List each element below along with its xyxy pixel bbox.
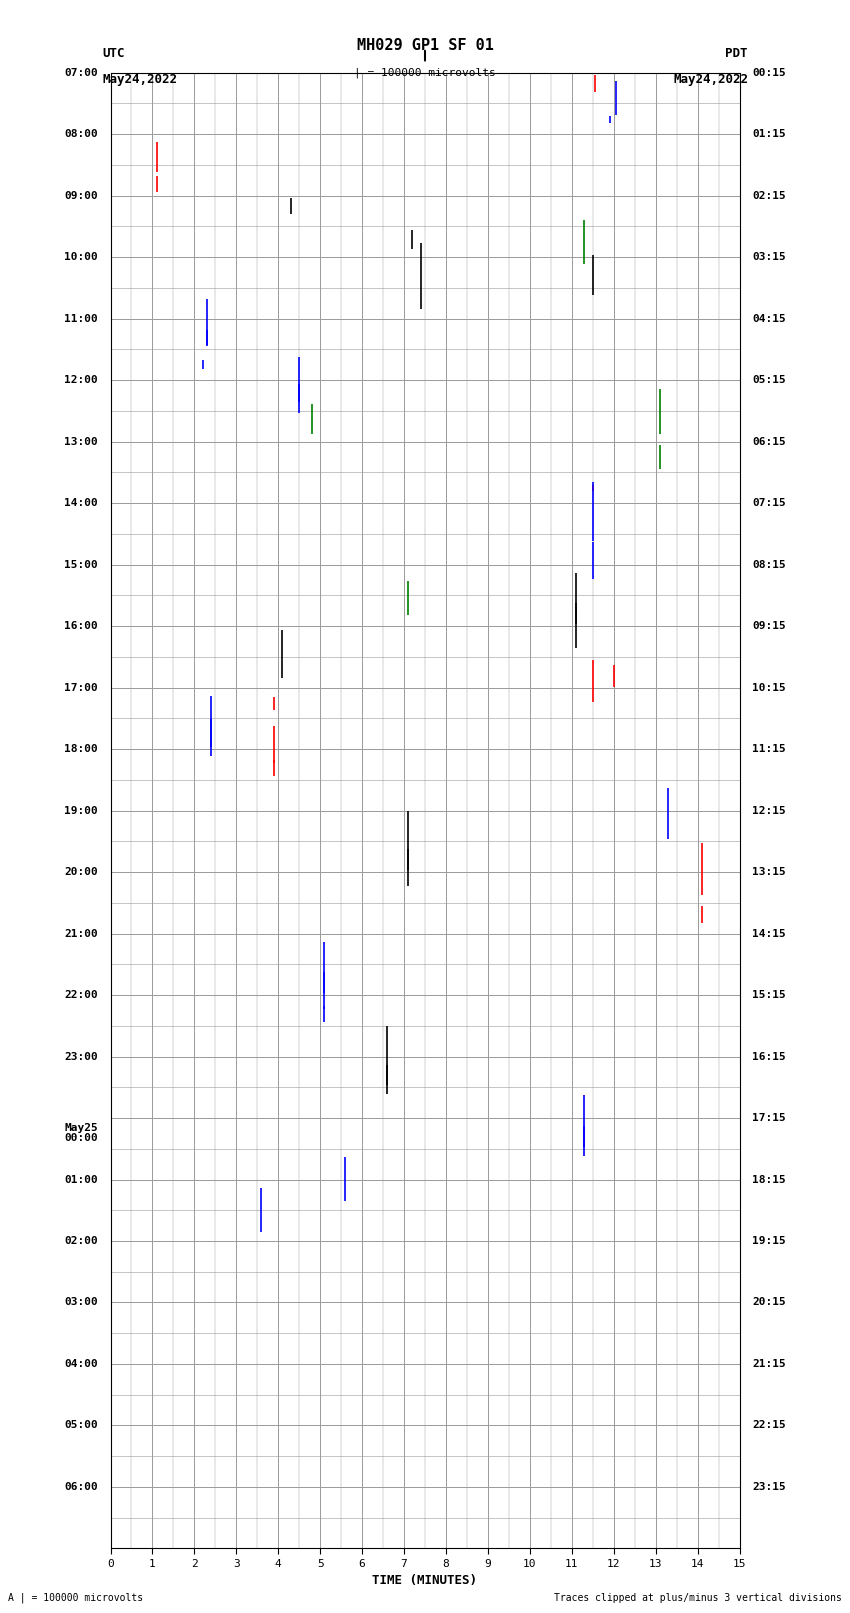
Text: 20:00: 20:00 (64, 868, 98, 877)
Text: A | = 100000 microvolts: A | = 100000 microvolts (8, 1592, 144, 1603)
Text: 20:15: 20:15 (752, 1297, 786, 1308)
Text: 22:00: 22:00 (64, 990, 98, 1000)
Text: 14:00: 14:00 (64, 498, 98, 508)
Text: 13:00: 13:00 (64, 437, 98, 447)
Text: 22:15: 22:15 (752, 1421, 786, 1431)
Text: 18:00: 18:00 (64, 744, 98, 753)
Text: 05:15: 05:15 (752, 376, 786, 386)
Text: 06:15: 06:15 (752, 437, 786, 447)
Text: 01:15: 01:15 (752, 129, 786, 139)
Text: | = 100000 microvolts: | = 100000 microvolts (354, 68, 496, 79)
Text: 01:00: 01:00 (64, 1174, 98, 1184)
Text: 00:00: 00:00 (64, 1134, 98, 1144)
Text: 16:15: 16:15 (752, 1052, 786, 1061)
Text: 07:15: 07:15 (752, 498, 786, 508)
Text: 03:15: 03:15 (752, 252, 786, 261)
Text: 09:15: 09:15 (752, 621, 786, 631)
Text: 21:15: 21:15 (752, 1360, 786, 1369)
Text: 19:00: 19:00 (64, 805, 98, 816)
Text: 14:15: 14:15 (752, 929, 786, 939)
Text: May24,2022: May24,2022 (102, 73, 177, 85)
Text: 19:15: 19:15 (752, 1236, 786, 1245)
Text: 18:15: 18:15 (752, 1174, 786, 1184)
Text: 21:00: 21:00 (64, 929, 98, 939)
Text: 15:00: 15:00 (64, 560, 98, 569)
Text: 09:00: 09:00 (64, 190, 98, 200)
Text: 00:15: 00:15 (752, 68, 786, 77)
Text: 23:00: 23:00 (64, 1052, 98, 1061)
Text: 11:15: 11:15 (752, 744, 786, 753)
Text: 17:00: 17:00 (64, 682, 98, 692)
Text: 13:15: 13:15 (752, 868, 786, 877)
Text: 06:00: 06:00 (64, 1482, 98, 1492)
Text: 02:15: 02:15 (752, 190, 786, 200)
Text: May25: May25 (64, 1123, 98, 1134)
Text: 02:00: 02:00 (64, 1236, 98, 1245)
Text: UTC: UTC (102, 47, 124, 60)
Text: Traces clipped at plus/minus 3 vertical divisions: Traces clipped at plus/minus 3 vertical … (553, 1594, 842, 1603)
Text: 08:00: 08:00 (64, 129, 98, 139)
Text: 16:00: 16:00 (64, 621, 98, 631)
Text: PDT: PDT (726, 47, 748, 60)
Text: 15:15: 15:15 (752, 990, 786, 1000)
Text: 05:00: 05:00 (64, 1421, 98, 1431)
Text: 23:15: 23:15 (752, 1482, 786, 1492)
Text: May24,2022: May24,2022 (673, 73, 748, 85)
Text: 03:00: 03:00 (64, 1297, 98, 1308)
Text: 12:00: 12:00 (64, 376, 98, 386)
Text: 04:00: 04:00 (64, 1360, 98, 1369)
Text: 07:00: 07:00 (64, 68, 98, 77)
Text: 10:15: 10:15 (752, 682, 786, 692)
Text: 04:15: 04:15 (752, 313, 786, 324)
Text: 17:15: 17:15 (752, 1113, 786, 1123)
Text: 11:00: 11:00 (64, 313, 98, 324)
X-axis label: TIME (MINUTES): TIME (MINUTES) (372, 1574, 478, 1587)
Text: MH029 GP1 SF 01: MH029 GP1 SF 01 (356, 39, 494, 53)
Text: 08:15: 08:15 (752, 560, 786, 569)
Text: 10:00: 10:00 (64, 252, 98, 261)
Text: 12:15: 12:15 (752, 805, 786, 816)
